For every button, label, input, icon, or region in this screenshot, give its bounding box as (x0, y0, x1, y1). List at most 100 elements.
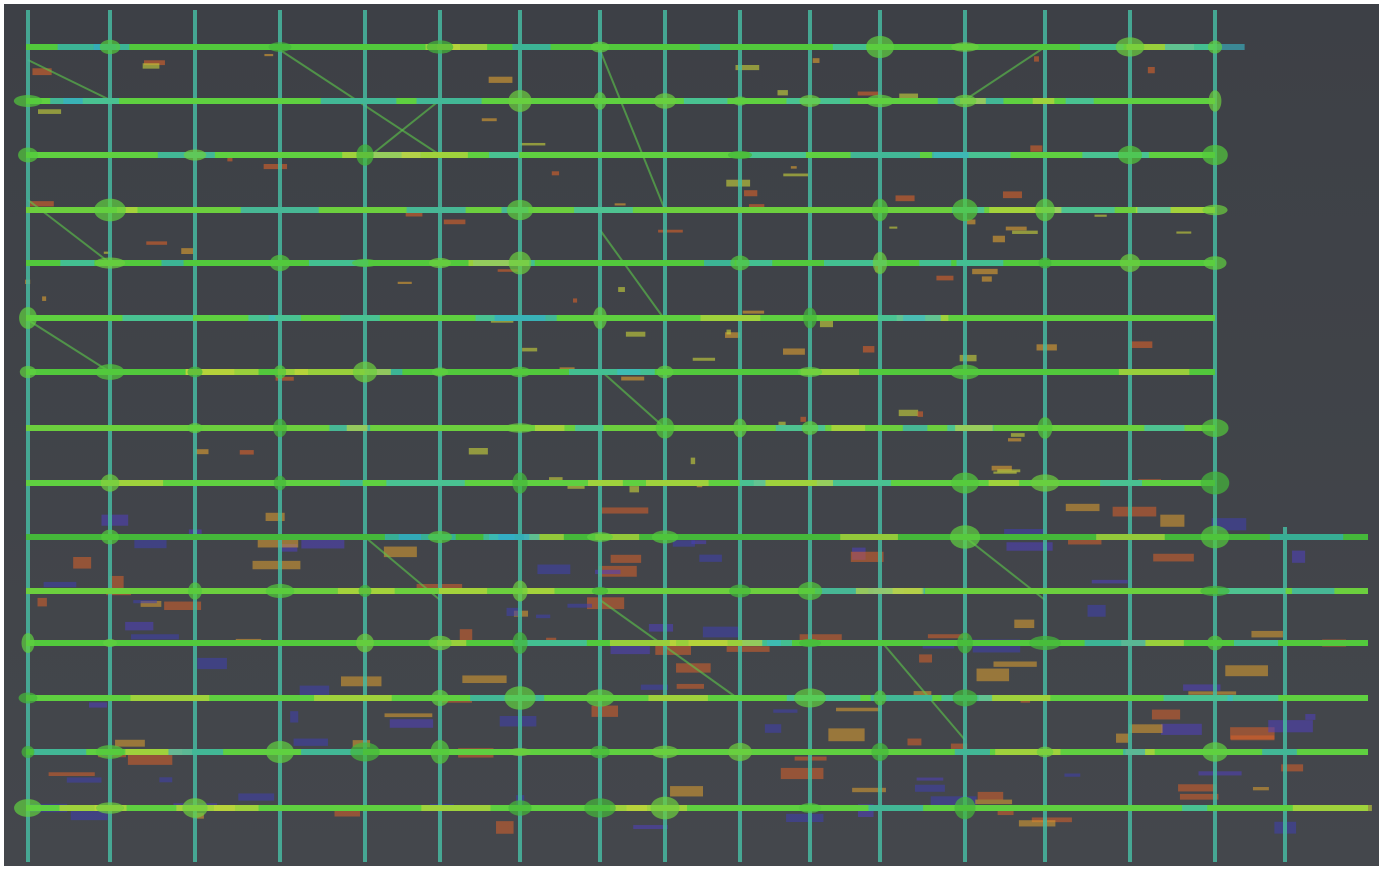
noise-patch (791, 166, 797, 168)
joint-cluster (19, 693, 38, 704)
joint-cluster (1203, 256, 1226, 269)
noise-patch (1176, 231, 1191, 233)
noise-patch (919, 654, 932, 662)
joint-cluster (427, 40, 454, 53)
joint-cluster (431, 690, 449, 706)
ledger-tint (122, 315, 193, 321)
joint-cluster (950, 365, 980, 380)
joint-cluster (1037, 747, 1054, 758)
joint-cluster (651, 746, 678, 759)
noise-patch (836, 708, 880, 712)
ledger-tint (869, 805, 924, 811)
noise-patch (38, 598, 47, 607)
joint-cluster (95, 257, 126, 268)
noise-patch (618, 287, 625, 292)
joint-cluster (1202, 145, 1228, 165)
joint-cluster (431, 740, 450, 764)
noise-patch (828, 728, 864, 741)
noise-patch (1116, 734, 1129, 743)
ledger-tint (754, 480, 833, 486)
ledger-tint (574, 207, 633, 213)
ledger-tint (1227, 695, 1278, 701)
noise-patch (294, 739, 328, 746)
joint-cluster (951, 42, 979, 52)
noise-patch (899, 410, 918, 416)
joint-cluster (428, 636, 451, 651)
joint-cluster (873, 252, 887, 274)
noise-patch (1251, 631, 1282, 638)
ledger-tint (1262, 749, 1297, 755)
noise-patch (781, 768, 824, 779)
noise-patch (125, 622, 153, 630)
ledger-tint (421, 805, 490, 811)
joint-cluster (507, 200, 533, 220)
noise-patch (1198, 771, 1241, 775)
joint-cluster (18, 148, 38, 163)
noise-patch (621, 377, 644, 381)
noise-patch (1066, 504, 1100, 511)
viewport-background (4, 4, 1379, 866)
noise-patch (49, 772, 95, 776)
noise-patch (649, 624, 673, 632)
noise-patch (993, 236, 1005, 243)
ledger-tint (50, 98, 83, 104)
noise-patch (181, 248, 193, 254)
joint-cluster (352, 259, 378, 267)
joint-cluster (273, 419, 287, 437)
post (1128, 10, 1132, 862)
noise-patch (462, 675, 506, 683)
ledger-tint (340, 480, 363, 486)
joint-cluster (22, 746, 35, 758)
noise-patch (385, 713, 433, 717)
noise-patch (727, 330, 731, 335)
ledger (26, 425, 1215, 431)
joint-cluster (270, 255, 290, 271)
joint-cluster (1116, 37, 1145, 56)
noise-patch (975, 800, 1012, 805)
noise-patch (813, 58, 820, 63)
joint-cluster (728, 743, 752, 761)
ledger-tint (498, 534, 529, 540)
noise-patch (536, 615, 550, 619)
noise-patch (496, 821, 514, 834)
post (598, 10, 602, 862)
noise-patch (159, 777, 172, 782)
noise-patch (693, 358, 715, 361)
ledger-tint (1293, 805, 1372, 811)
joint-cluster (799, 803, 821, 813)
ledger-tint (269, 315, 301, 321)
noise-patch (1008, 438, 1021, 441)
ledger-tint (340, 315, 380, 321)
joint-cluster (512, 472, 527, 493)
joint-cluster (20, 366, 36, 378)
page: Point cloud {} html, body { margin: 0; p… (0, 0, 1383, 870)
noise-patch (626, 332, 645, 337)
ledger-tint (439, 588, 487, 594)
noise-patch (1014, 620, 1034, 628)
joint-cluster (268, 42, 291, 52)
ledger-tint (489, 152, 519, 158)
joint-cluster (184, 149, 207, 160)
post (438, 10, 442, 862)
ledger-tint (903, 315, 925, 321)
ledger-tint (1033, 98, 1055, 104)
noise-patch (1129, 724, 1162, 733)
joint-cluster (188, 582, 202, 599)
noise-patch (1292, 551, 1305, 563)
noise-patch (567, 604, 592, 608)
ledger-tint (856, 588, 924, 594)
noise-patch (197, 658, 227, 669)
noise-patch (460, 629, 472, 640)
joint-cluster (585, 689, 614, 706)
noise-patch (655, 646, 691, 655)
noise-patch (1178, 784, 1217, 791)
post (518, 10, 522, 862)
ledger-tint (575, 425, 603, 431)
noise-patch (670, 786, 703, 796)
joint-cluster (802, 421, 819, 435)
ledger-tint (919, 260, 951, 266)
ledger-tint (1137, 207, 1170, 213)
joint-cluster (356, 634, 374, 653)
ledger-tint (386, 480, 464, 486)
ledger-tint (648, 695, 707, 701)
